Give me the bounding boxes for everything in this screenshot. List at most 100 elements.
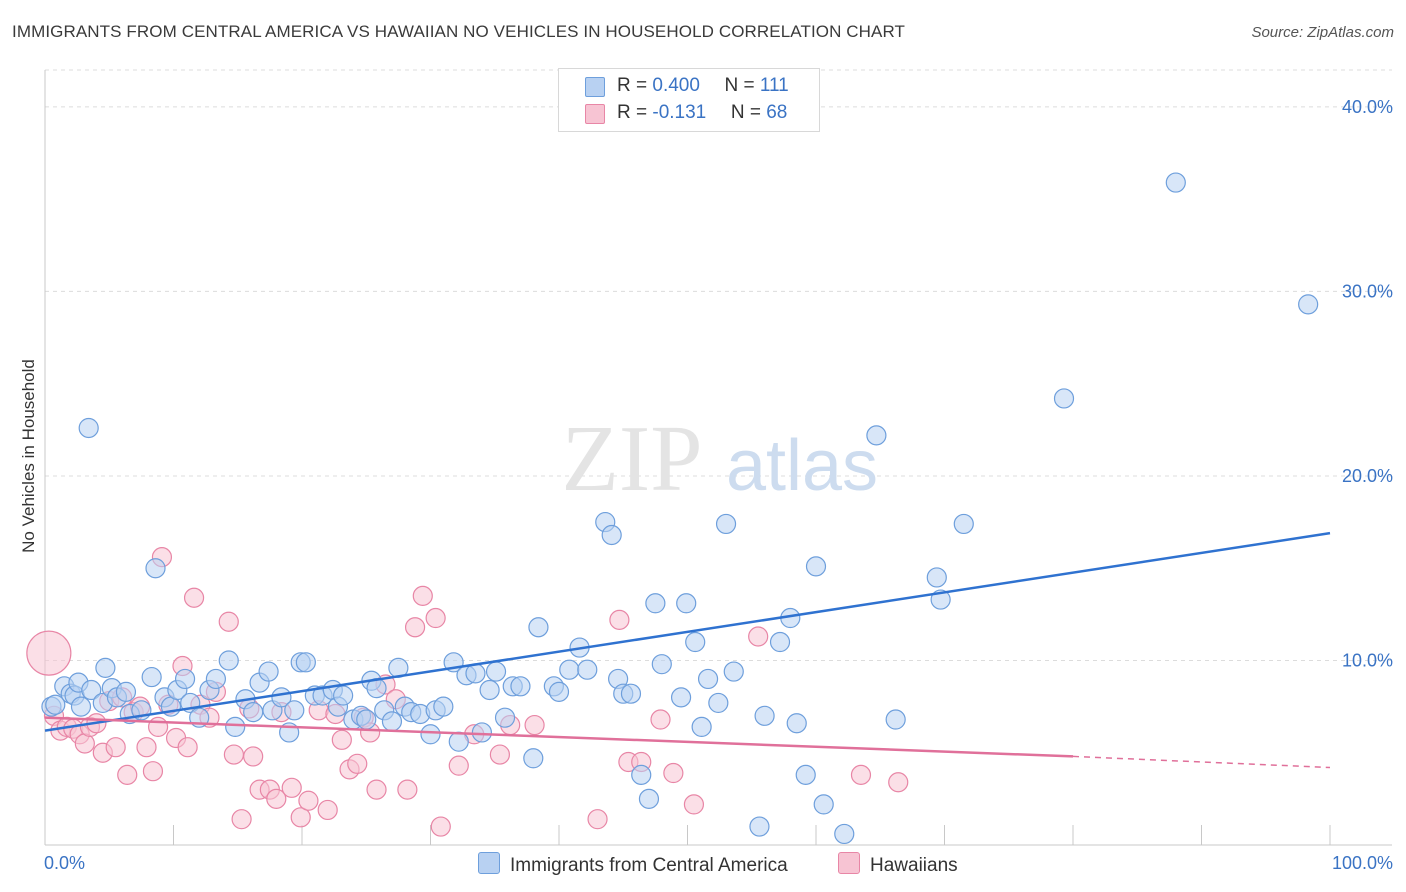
- trend-lines: [44, 531, 1331, 769]
- central-america-point: [471, 722, 492, 743]
- bottom-legend-label: Immigrants from Central America: [510, 855, 788, 876]
- legend-r-label: R =: [617, 102, 653, 123]
- central-america-point: [723, 661, 744, 682]
- central-america-point: [465, 663, 486, 684]
- bottom-legend-hawaiians: Hawaiians: [838, 852, 958, 877]
- hawaiians-point: [524, 714, 545, 736]
- hawaiians-point: [347, 753, 368, 774]
- central-america-point: [691, 716, 712, 738]
- hawaiians-point: [298, 790, 319, 811]
- hawaiians-point: [281, 777, 302, 798]
- hawaiians-point: [218, 611, 239, 632]
- central-america-point: [926, 567, 947, 588]
- central-america-point: [295, 652, 316, 673]
- central-america-point: [145, 558, 166, 579]
- tick-labels: 10.0% 20.0% 30.0% 40.0% 0.0% 100.0%: [44, 97, 1393, 873]
- hawaiians-point: [650, 709, 671, 730]
- hawaiians-point: [748, 626, 769, 647]
- watermark: ZIP atlas: [562, 407, 879, 511]
- hawaiians-point: [136, 737, 157, 758]
- central-america-point: [559, 659, 580, 680]
- bottom-legend-central-america: Immigrants from Central America: [478, 852, 788, 877]
- bottom-legend-label: Hawaiians: [870, 855, 958, 876]
- central-america-point: [697, 668, 719, 690]
- central-america-point: [523, 748, 544, 769]
- hawaiians-point: [266, 788, 287, 809]
- hawaiians-point: [448, 755, 469, 776]
- central-america-point: [1165, 172, 1186, 193]
- watermark-atlas: atlas: [726, 426, 878, 506]
- hawaiians-point: [412, 585, 433, 606]
- x-tick-label: 100.0%: [1332, 853, 1393, 873]
- central-america-point: [284, 700, 305, 721]
- central-america-point: [786, 713, 807, 734]
- watermark-zip: ZIP: [562, 407, 703, 511]
- central-america-point: [433, 696, 454, 717]
- central-america-point: [420, 724, 441, 745]
- legend-n-label: N =: [724, 75, 760, 96]
- hawaiians-point: [290, 807, 311, 828]
- central-america-point: [685, 631, 706, 653]
- hawaiians-point: [142, 761, 164, 782]
- central-america-trend-line: [44, 531, 1331, 732]
- hawaiians-point: [117, 764, 138, 785]
- central-america-point: [670, 687, 692, 708]
- central-america-point: [638, 788, 660, 809]
- central-america-point: [479, 679, 500, 701]
- y-tick-label: 10.0%: [1342, 650, 1393, 670]
- hawaiians-point: [683, 794, 705, 815]
- central-america-point: [651, 654, 672, 675]
- hawaiians-point: [317, 799, 338, 821]
- source-credit: Source: ZipAtlas.com: [1251, 24, 1394, 41]
- central-america-point: [577, 659, 598, 680]
- blue-swatch: [478, 852, 500, 874]
- central-america-point: [448, 731, 469, 752]
- legend-n-value: 111: [759, 75, 789, 96]
- axes: [44, 70, 1392, 846]
- hawaiians-point: [331, 729, 352, 750]
- legend-r-label: R =: [617, 75, 653, 96]
- central-america-point: [754, 705, 775, 726]
- correlation-legend: R = 0.400 N = 111 R = -0.131 N = 68: [558, 68, 820, 132]
- central-america-point: [381, 711, 403, 732]
- hawaiians-point: [243, 746, 264, 767]
- y-tick-label: 20.0%: [1342, 466, 1393, 486]
- hawaiians-point: [231, 809, 252, 830]
- hawaiians-point: [850, 764, 872, 785]
- central-america-point: [708, 692, 729, 714]
- hawaiians-point: [105, 737, 126, 758]
- central-america-point: [225, 716, 246, 738]
- central-america-point: [218, 650, 239, 671]
- central-america-point: [676, 593, 697, 614]
- chart-title: IMMIGRANTS FROM CENTRAL AMERICA VS HAWAI…: [12, 22, 906, 41]
- hawaiians-point: [397, 779, 418, 800]
- central-america-point: [601, 524, 622, 546]
- y-tick-label: 40.0%: [1342, 97, 1393, 117]
- hawaiians-point: [888, 772, 909, 793]
- hawaiians-point: [430, 816, 451, 837]
- central-america-point: [645, 593, 666, 614]
- hawaiians-point: [404, 617, 426, 638]
- central-america-point: [1053, 388, 1075, 409]
- central-america-point: [356, 709, 377, 730]
- central-america-point: [805, 556, 827, 577]
- central-america-point: [795, 764, 816, 785]
- y-axis-label: No Vehicles in Household: [19, 359, 38, 553]
- x-tick-label: 0.0%: [44, 853, 85, 873]
- central-america-point: [1298, 294, 1319, 315]
- central-america-point: [333, 685, 354, 706]
- hawaiians-trend-line: [44, 716, 1074, 758]
- y-tick-label: 30.0%: [1342, 281, 1393, 301]
- legend-r-value: -0.131: [652, 102, 707, 123]
- hawaiians-point: [366, 779, 387, 800]
- hawaiians-point: [223, 744, 244, 765]
- hawaiians-point: [587, 809, 608, 830]
- central-america-point: [813, 794, 834, 815]
- central-america-point: [510, 676, 531, 697]
- hawaiians-point: [177, 737, 198, 758]
- central-america-point: [95, 657, 116, 678]
- central-america-point: [620, 683, 642, 704]
- hawaiians-point: [489, 744, 510, 765]
- central-america-point: [174, 668, 196, 690]
- central-america-point: [834, 823, 855, 845]
